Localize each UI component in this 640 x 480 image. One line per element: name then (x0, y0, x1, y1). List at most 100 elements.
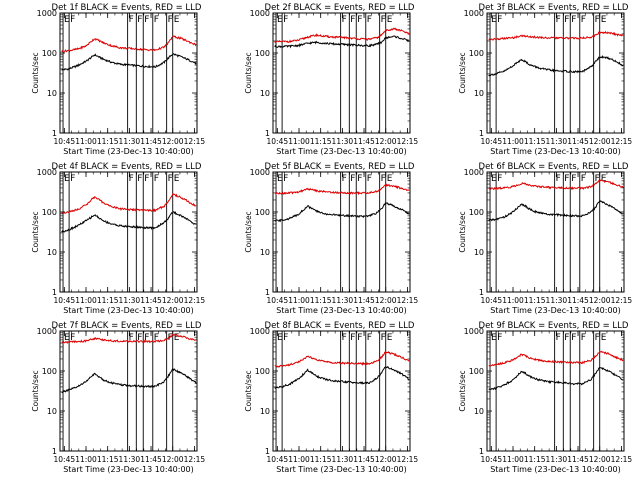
marker-label: F (129, 174, 134, 184)
y-tick-label: 10 (474, 248, 484, 257)
x-tick-label: 11:00 (75, 137, 97, 146)
marker-label: F (564, 174, 569, 184)
y-axis-label: Counts/sec (31, 370, 40, 411)
y-tick-label: 1000 (464, 168, 484, 177)
x-tick-label: 12:00 (162, 296, 184, 305)
plot-frame (486, 171, 625, 293)
y-tick-label: 100 (469, 367, 484, 376)
y-tick-label: 1000 (250, 327, 270, 336)
marker-label: F (571, 174, 576, 184)
x-tick-label: 11:45 (140, 296, 162, 305)
x-tick-label: 12:00 (589, 137, 611, 146)
y-tick-label: 10 (260, 407, 270, 416)
x-axis-label: Start Time (23-Dec-13 10:40:00) (63, 465, 194, 474)
chart-title: Det 1f BLACK = Events, RED = LLD (52, 3, 202, 13)
events-line (488, 55, 624, 77)
x-tick-label: 11:15 (310, 137, 332, 146)
marker-label: E (601, 333, 607, 343)
marker-label: F (154, 174, 159, 184)
chart-panel-1: Det 1f BLACK = Events, RED = LLD 1 10 100 10… (31, 3, 205, 156)
plot-frame (59, 12, 198, 134)
plot-frame (272, 12, 411, 134)
marker-label: E (601, 15, 607, 25)
marker-label: F (168, 333, 173, 343)
x-tick-label: 11:45 (140, 455, 162, 464)
plot-frame (486, 330, 625, 452)
marker-label: E (491, 333, 497, 343)
marker-label: F (70, 333, 75, 343)
x-tick-label: 11:00 (75, 455, 97, 464)
marker-label: E (64, 333, 70, 343)
y-tick-label: 1000 (250, 9, 270, 18)
marker-label: F (595, 333, 600, 343)
x-tick-label: 11:45 (353, 137, 375, 146)
marker-label: E (277, 15, 283, 25)
marker-label: F (137, 174, 142, 184)
marker-label: F (283, 15, 288, 25)
plot-frame (272, 171, 411, 293)
x-tick-label: 11:30 (119, 296, 141, 305)
marker-label: F (497, 333, 502, 343)
y-tick-label: 1 (52, 288, 57, 297)
marker-label: F (357, 15, 362, 25)
x-tick-label: 10:45 (267, 137, 289, 146)
events-line (488, 366, 624, 391)
x-tick-label: 10:45 (54, 455, 76, 464)
y-tick-label: 1 (265, 447, 270, 456)
y-tick-label: 10 (474, 407, 484, 416)
y-tick-label: 1 (265, 129, 270, 138)
marker-label: F (129, 333, 134, 343)
x-axis-label: Start Time (23-Dec-13 10:40:00) (276, 306, 407, 315)
x-tick-label: 10:45 (267, 455, 289, 464)
lld-line (61, 193, 197, 214)
x-tick-label: 12:00 (589, 296, 611, 305)
marker-label: F (581, 15, 586, 25)
x-axis-label: Start Time (23-Dec-13 10:40:00) (490, 147, 621, 156)
y-tick-label: 100 (42, 367, 57, 376)
x-tick-label: 12:15 (397, 137, 419, 146)
plot-frame (59, 171, 198, 293)
marker-label: E (491, 174, 497, 184)
marker-label: E (277, 333, 283, 343)
marker-label: F (350, 174, 355, 184)
marker-label: F (381, 333, 386, 343)
y-axis-label: Counts/sec (458, 52, 467, 93)
chart-panel-3: Det 3f BLACK = Events, RED = LLD 1 10 100 10… (458, 3, 632, 156)
y-axis-label: Counts/sec (458, 370, 467, 411)
y-tick-label: 1 (479, 288, 484, 297)
chart-panel-7: Det 7f BLACK = Events, RED = LLD 1 10 100 10… (31, 321, 205, 474)
x-tick-label: 12:15 (184, 455, 206, 464)
y-tick-label: 100 (255, 49, 270, 58)
plot-frame (272, 330, 411, 452)
chart-panel-4: Det 4f BLACK = Events, RED = LLD 1 10 100 10… (31, 162, 205, 315)
marker-label: F (342, 174, 347, 184)
x-tick-label: 10:45 (54, 137, 76, 146)
x-tick-label: 10:45 (54, 296, 76, 305)
marker-label: E (174, 174, 180, 184)
x-axis-label: Start Time (23-Dec-13 10:40:00) (490, 306, 621, 315)
x-tick-label: 11:45 (353, 455, 375, 464)
x-tick-label: 12:00 (375, 296, 397, 305)
y-axis-label: Counts/sec (244, 370, 253, 411)
x-tick-label: 10:45 (481, 455, 503, 464)
chart-title: Det 2f BLACK = Events, RED = LLD (265, 3, 415, 13)
x-tick-label: 11:45 (567, 137, 589, 146)
marker-label: F (581, 333, 586, 343)
x-tick-label: 11:00 (502, 296, 524, 305)
marker-label: E (601, 174, 607, 184)
y-axis-label: Counts/sec (244, 52, 253, 93)
chart-title: Det 4f BLACK = Events, RED = LLD (52, 162, 202, 172)
marker-label: F (367, 333, 372, 343)
marker-label: F (581, 174, 586, 184)
events-line (274, 35, 410, 49)
chart-panel-8: Det 8f BLACK = Events, RED = LLD 1 10 100 10… (244, 321, 418, 474)
x-axis-label: Start Time (23-Dec-13 10:40:00) (276, 147, 407, 156)
x-tick-label: 11:45 (140, 137, 162, 146)
x-tick-label: 11:00 (288, 296, 310, 305)
marker-label: E (387, 15, 393, 25)
chart-title: Det 7f BLACK = Events, RED = LLD (52, 321, 202, 331)
x-tick-label: 11:45 (567, 296, 589, 305)
lld-line (61, 35, 197, 53)
chart-panel-5: Det 5f BLACK = Events, RED = LLD 1 10 100 10… (244, 162, 418, 315)
y-tick-label: 1000 (37, 168, 57, 177)
